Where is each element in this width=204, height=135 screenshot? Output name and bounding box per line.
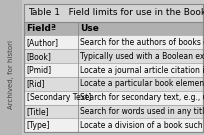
Bar [24, 4, 203, 22]
Bar [24, 36, 78, 49]
Text: Use: Use [80, 24, 99, 33]
Text: Search for the authors of books or chapters.: Search for the authors of books or chapt… [80, 38, 204, 47]
Text: Archived, for histori: Archived, for histori [8, 40, 14, 109]
Text: [Type]: [Type] [27, 121, 50, 130]
Text: [Pmid]: [Pmid] [27, 65, 52, 75]
Text: Search for words used in any title (book, cha: Search for words used in any title (book… [80, 107, 204, 116]
Bar [24, 36, 78, 49]
Bar [24, 91, 78, 105]
Bar [78, 119, 203, 132]
Bar [78, 63, 203, 77]
Text: Search for secondary text, e.g., units (mg/l, c: Search for secondary text, e.g., units (… [80, 93, 204, 102]
Bar [78, 36, 203, 49]
Bar [24, 4, 203, 22]
Bar [24, 77, 78, 91]
Bar [78, 105, 203, 119]
Bar [24, 77, 78, 91]
Bar [0, 0, 22, 135]
Text: [Author]: [Author] [27, 38, 59, 47]
Bar [78, 63, 203, 77]
Bar [24, 22, 78, 36]
Bar [78, 77, 203, 91]
Bar [24, 119, 78, 132]
Bar [24, 105, 78, 119]
Bar [24, 4, 203, 132]
Bar [24, 91, 78, 105]
Bar [24, 63, 78, 77]
Text: [Title]: [Title] [27, 107, 49, 116]
Bar [78, 22, 203, 36]
Text: Fieldª: Fieldª [27, 24, 57, 33]
Bar [24, 22, 78, 36]
Text: [Secondary Text]: [Secondary Text] [27, 93, 91, 102]
Bar [78, 36, 203, 49]
Bar [24, 22, 203, 132]
Text: [Rid]: [Rid] [27, 79, 45, 88]
Bar [78, 105, 203, 119]
Text: Locate a journal article citation in a book by: Locate a journal article citation in a b… [80, 65, 204, 75]
Bar [78, 22, 203, 36]
Text: Locate a particular book element (such as a t: Locate a particular book element (such a… [80, 79, 204, 88]
Bar [78, 77, 203, 91]
Bar [24, 119, 78, 132]
Bar [24, 49, 78, 63]
Text: Table 1   Field limits for use in the BookShelf: Table 1 Field limits for use in the Book… [29, 8, 204, 17]
Text: Typically used with a Boolean expression to: Typically used with a Boolean expression… [80, 52, 204, 61]
Bar [78, 91, 203, 105]
Text: Locate a division of a book such as a section: Locate a division of a book such as a se… [80, 121, 204, 130]
Bar [78, 119, 203, 132]
Bar [24, 49, 78, 63]
Text: [Book]: [Book] [27, 52, 51, 61]
Bar [78, 49, 203, 63]
Bar [78, 91, 203, 105]
Bar [78, 49, 203, 63]
Bar [24, 105, 78, 119]
Bar [24, 63, 78, 77]
